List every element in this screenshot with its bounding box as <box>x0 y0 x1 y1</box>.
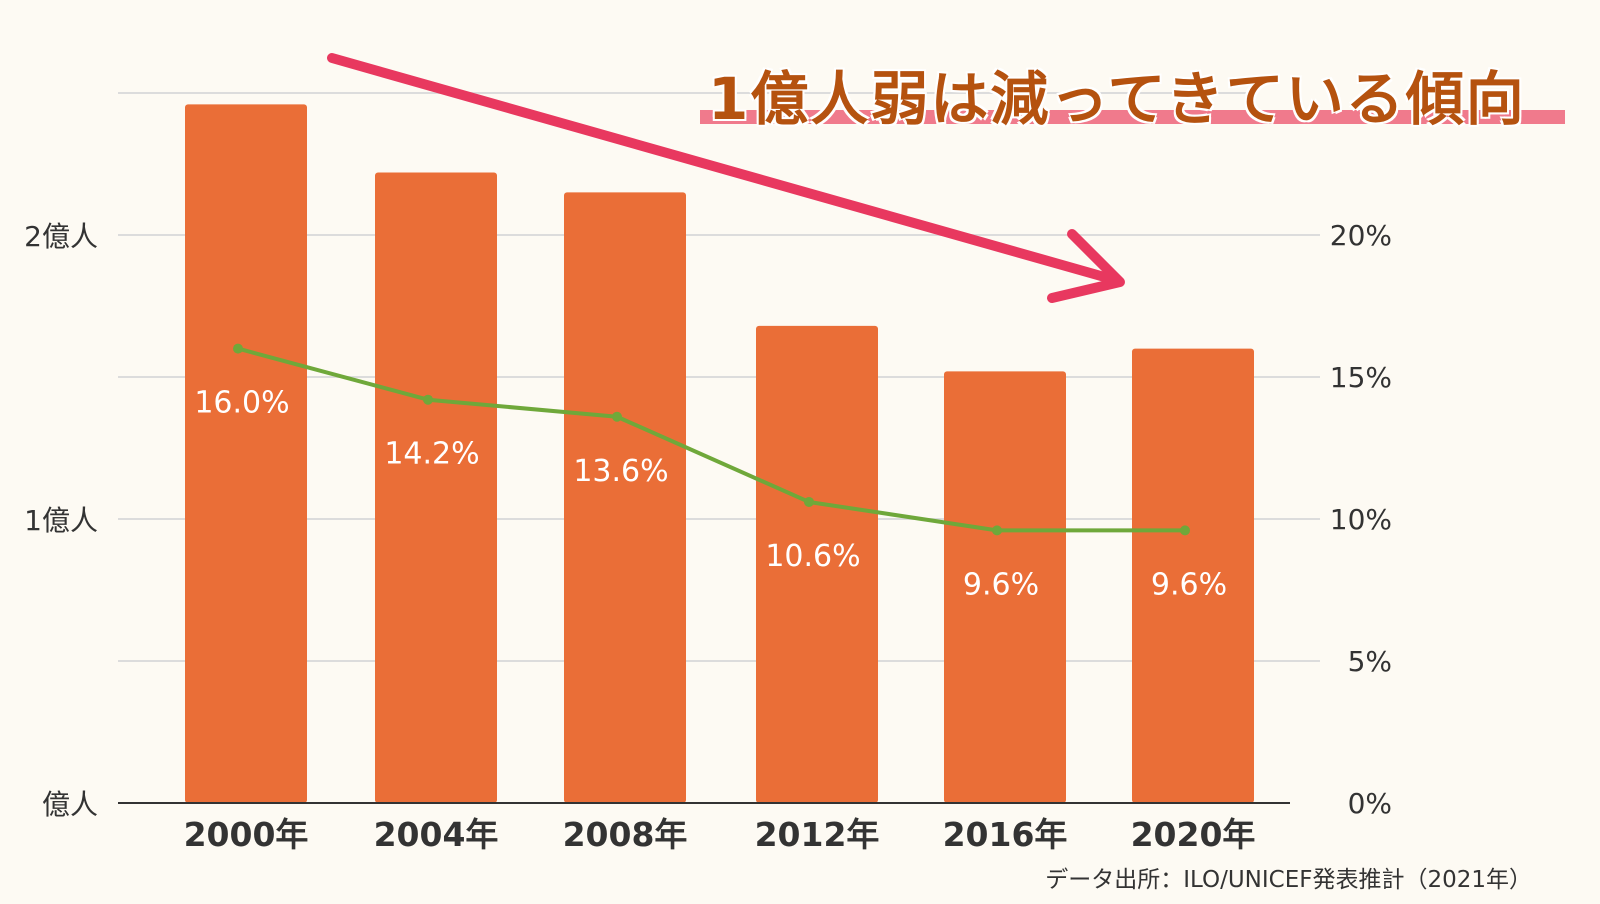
rate-point <box>804 496 814 507</box>
rate-label: 16.0% <box>194 386 289 421</box>
rate-point <box>992 525 1002 536</box>
bar <box>564 192 686 803</box>
right-tick-label: 15% <box>1330 361 1392 394</box>
left-tick-label: 1億人 <box>24 504 98 537</box>
grid-layer <box>118 92 1320 662</box>
rate-label: 10.6% <box>765 539 860 574</box>
bar <box>185 104 307 804</box>
right-tick-label: 10% <box>1330 503 1392 536</box>
headline-banner: 1億人弱は減ってきている傾向 <box>700 44 1570 134</box>
right-tick-label: 0% <box>1348 787 1392 820</box>
headline-text: 1億人弱は減ってきている傾向 <box>708 65 1526 133</box>
rate-point <box>612 411 622 422</box>
rate-point <box>1180 525 1190 536</box>
trend-arrow <box>327 53 1125 303</box>
headline-underline <box>700 110 1565 124</box>
left-tick-label: 2億人 <box>24 220 98 253</box>
category-label: 2020年 <box>1131 815 1256 854</box>
bar <box>944 371 1066 803</box>
bar <box>756 325 878 803</box>
category-label: 2016年 <box>943 815 1068 854</box>
category-label: 2000年 <box>184 815 309 854</box>
bar-layer <box>185 104 1254 804</box>
category-label: 2008年 <box>563 815 688 854</box>
source-note: データ出所：ILO/UNICEF発表推計（2021年） <box>1045 867 1532 893</box>
rate-line <box>237 346 1185 533</box>
rate-label: 13.6% <box>573 454 668 489</box>
rate-label: 9.6% <box>1151 567 1227 602</box>
label-layer: 16.0% 14.2% 13.6% 10.6% 9.6% 9.6% <box>194 386 1227 603</box>
category-label: 2004年 <box>374 815 499 854</box>
axis-layer: 億人 1億人 2億人 0% 5% 10% 15% 20% 2000年 2004年 2008年 2012… <box>24 219 1392 854</box>
right-tick-label: 20% <box>1330 219 1392 252</box>
bar <box>375 172 497 803</box>
trend-arrow-shaft <box>327 53 1113 283</box>
rate-point <box>233 343 243 354</box>
trend-arrow-head <box>1047 229 1125 303</box>
rate-label: 9.6% <box>963 567 1039 602</box>
left-tick-label: 億人 <box>42 788 98 821</box>
bar <box>1132 348 1254 803</box>
rate-label: 14.2% <box>384 437 479 472</box>
rate-point <box>423 394 433 405</box>
right-tick-label: 5% <box>1348 645 1392 678</box>
category-label: 2012年 <box>755 815 880 854</box>
line-layer <box>233 343 1190 536</box>
